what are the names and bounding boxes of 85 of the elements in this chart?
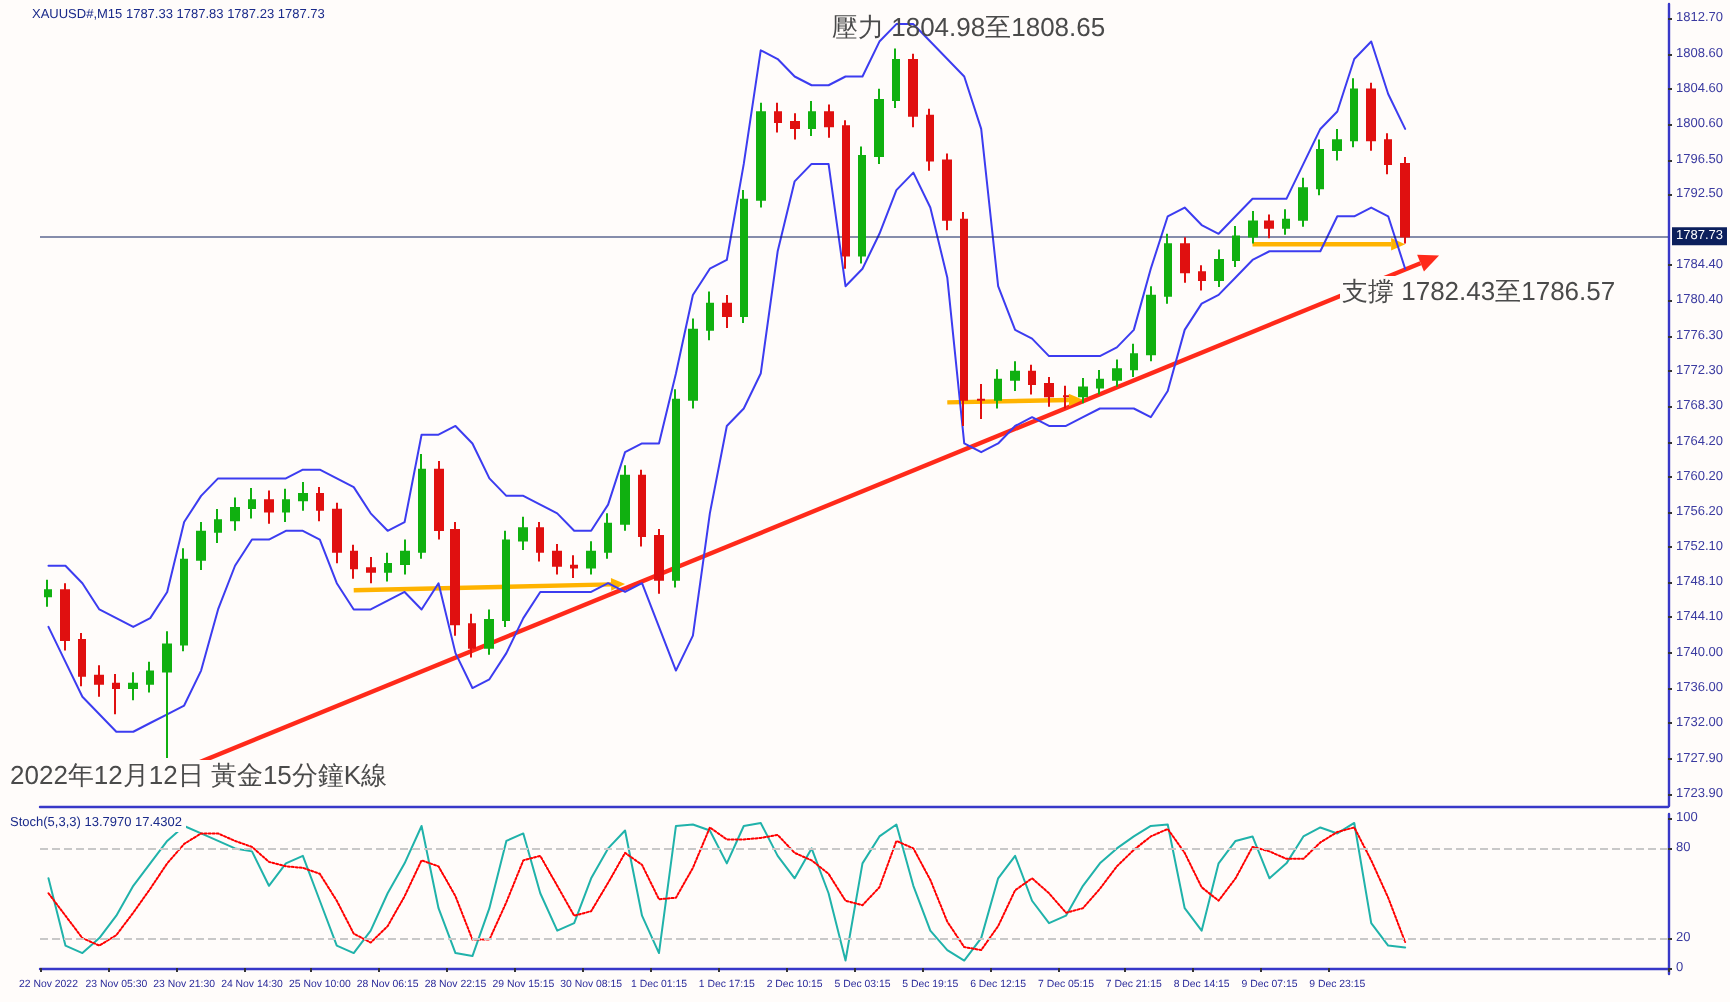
candlestick <box>94 664 104 698</box>
candlestick <box>740 189 748 324</box>
candlestick <box>1282 208 1290 236</box>
candlestick <box>570 554 578 579</box>
candlestick <box>824 103 834 139</box>
candlestick <box>450 521 460 637</box>
candlestick <box>1096 369 1104 396</box>
candlestick <box>1180 236 1190 284</box>
candlestick <box>366 556 376 585</box>
candlestick <box>654 528 664 595</box>
candlestick <box>502 529 510 628</box>
candlestick <box>942 152 952 232</box>
candlestick <box>78 632 86 688</box>
candlestick <box>1384 132 1392 176</box>
candlestick <box>1232 224 1240 268</box>
candlestick <box>960 210 968 427</box>
candlestick <box>214 507 222 545</box>
candlestick <box>604 512 612 560</box>
candlestick <box>400 538 410 576</box>
candlestick <box>1350 77 1358 149</box>
candlestick <box>60 582 70 652</box>
candlestick <box>994 368 1002 410</box>
candlestick <box>230 496 240 532</box>
candlestick <box>1264 213 1274 240</box>
candlestick <box>282 487 290 524</box>
candlestick <box>128 671 138 702</box>
candlestick <box>1146 285 1156 363</box>
annotation: 2022年12月12日 黃金15分鐘K線 <box>10 760 388 790</box>
candlestick <box>1366 81 1376 152</box>
candlestick <box>638 468 646 548</box>
candlestick <box>874 87 884 165</box>
candlestick <box>1198 264 1206 292</box>
candlestick <box>808 99 816 137</box>
candlestick <box>552 542 562 576</box>
candlestick <box>722 293 732 330</box>
candlestick <box>1028 363 1036 396</box>
candlestick <box>1112 358 1122 388</box>
candlestick <box>1130 342 1138 379</box>
candlestick <box>44 578 52 608</box>
candlestick <box>332 501 342 565</box>
candlestick <box>536 521 544 563</box>
candlestick <box>858 145 866 265</box>
candlestick <box>908 52 918 129</box>
candlestick <box>586 540 596 576</box>
candlestick <box>316 486 324 523</box>
candlestick <box>180 547 188 653</box>
candlestick <box>1062 384 1070 410</box>
candlestick <box>484 608 494 656</box>
candlestick <box>146 660 154 694</box>
candlestick <box>196 521 206 572</box>
candlestick <box>418 452 426 560</box>
candlestick <box>518 515 528 552</box>
candlestick <box>790 112 800 141</box>
candlestick <box>112 673 120 716</box>
candlestick <box>688 317 698 410</box>
candlestick <box>248 487 256 520</box>
candlestick <box>1044 376 1054 408</box>
candlestick <box>384 551 392 583</box>
annotation: 壓力 1804.98至1808.65 <box>832 12 1106 42</box>
candlestick <box>672 388 680 589</box>
candlestick <box>926 107 934 172</box>
candlestick <box>1078 376 1088 405</box>
annotation: 支撐 1782.43至1786.57 <box>1342 276 1616 306</box>
candlestick <box>1010 360 1020 393</box>
candlestick <box>468 612 476 659</box>
candlestick <box>162 630 172 759</box>
candlestick <box>1316 138 1324 197</box>
line-series <box>47 162 1407 733</box>
candlestick <box>434 459 444 541</box>
candlestick <box>1248 210 1258 245</box>
candlestick <box>264 489 274 525</box>
candlestick <box>1400 155 1410 245</box>
candlestick <box>1214 248 1224 289</box>
candlestick <box>774 101 782 134</box>
candlestick <box>298 480 308 512</box>
candlestick <box>842 119 850 270</box>
candlestick <box>350 543 358 580</box>
candlestick <box>892 47 900 109</box>
candlestick <box>756 101 766 209</box>
candlestick <box>1164 232 1172 305</box>
candlestick <box>1298 176 1308 228</box>
candlestick <box>976 383 986 420</box>
candlestick <box>620 464 630 532</box>
candlestick <box>706 290 714 342</box>
candlestick <box>1332 127 1342 162</box>
